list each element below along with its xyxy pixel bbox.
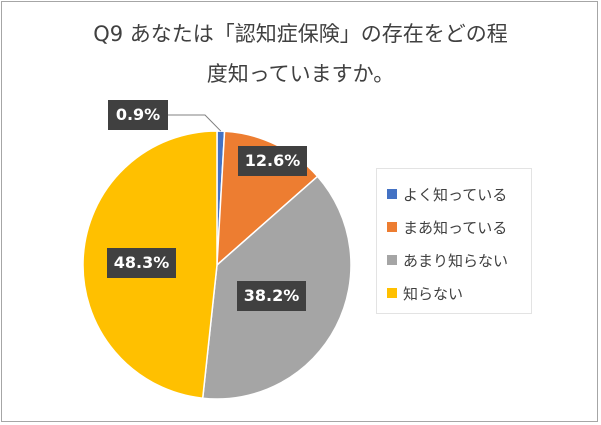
legend-label-1: まあ知っている <box>403 218 508 237</box>
legend: よく知っている まあ知っている あまり知らない 知らない <box>376 168 532 314</box>
data-label-not-known: 48.3% <box>107 248 176 278</box>
legend-item-1: まあ知っている <box>387 216 507 238</box>
legend-label-3: 知らない <box>403 284 464 303</box>
legend-swatch-3 <box>387 288 397 298</box>
legend-swatch-2 <box>387 255 397 265</box>
data-label-somewhat-known: 12.6% <box>238 146 307 176</box>
legend-item-2: あまり知らない <box>387 249 508 271</box>
legend-item-3: 知らない <box>387 282 463 304</box>
chart-title-line-2: 度知っていますか。 <box>206 62 395 86</box>
legend-label-2: あまり知らない <box>403 251 509 270</box>
data-label-well-known: 0.9% <box>108 100 168 130</box>
chart-title: Q9 あなたは「認知症保険」の存在をどの程 度知っていますか。 <box>0 14 601 94</box>
leader-line <box>168 114 222 132</box>
legend-label-0: よく知っている <box>403 185 508 204</box>
chart-title-line-1: Q9 あなたは「認知症保険」の存在をどの程 <box>93 22 508 46</box>
data-label-little-known: 38.2% <box>237 281 306 311</box>
legend-swatch-0 <box>387 189 397 199</box>
legend-swatch-1 <box>387 222 397 232</box>
legend-item-0: よく知っている <box>387 183 507 205</box>
